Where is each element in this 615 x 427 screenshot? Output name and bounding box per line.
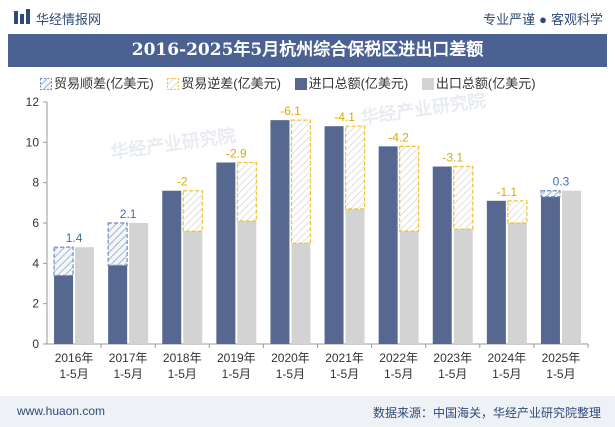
balance-label: -6.1 xyxy=(280,104,301,118)
surplus-box xyxy=(107,222,128,266)
x-tick-label: 1-5月 xyxy=(222,367,251,381)
deficit-box xyxy=(182,190,203,232)
footer: www.huaon.com 数据来源：中国海关，华经产业研究院整理 xyxy=(0,396,615,427)
y-tick-label: 6 xyxy=(32,216,39,230)
export-bar xyxy=(561,190,581,344)
deficit-box xyxy=(453,165,474,230)
logo-icon xyxy=(14,9,30,24)
surplus-box xyxy=(540,190,561,198)
deficit-box xyxy=(399,145,420,232)
import-bar xyxy=(540,196,560,344)
export-bar xyxy=(291,243,311,344)
x-tick-label: 2024年 xyxy=(487,351,526,365)
x-tick-label: 1-5月 xyxy=(330,367,359,381)
import-bar xyxy=(162,190,182,344)
brand-name: 华经情报网 xyxy=(36,12,102,27)
export-bar xyxy=(345,208,365,344)
legend-deficit-swatch xyxy=(167,78,180,90)
legend-import-swatch xyxy=(294,78,307,90)
export-bar xyxy=(237,220,257,344)
deficit-box xyxy=(290,119,312,244)
chart-area: 0 2 4 6 8 10 12 1.4 2016年 1-5月 2.1 2017年 1-5月 -2 2018年… xyxy=(26,95,589,381)
export-bar xyxy=(399,231,419,344)
balance-label: -4.1 xyxy=(334,110,355,124)
tagline-right: 客观科学 xyxy=(550,12,603,27)
x-tick-label: 2022年 xyxy=(379,351,418,365)
deficit-box xyxy=(236,161,257,222)
legend-export: 出口总额(亿美元) xyxy=(421,73,536,92)
x-tick-label: 2020年 xyxy=(271,351,310,365)
footer-source: 数据来源：中国海关，华经产业研究院整理 xyxy=(372,406,601,420)
y-tick-label: 10 xyxy=(26,135,40,149)
x-tick-label: 2019年 xyxy=(217,351,256,365)
legend-import-label: 进口总额(亿美元) xyxy=(308,76,409,91)
balance-label: -1.1 xyxy=(497,185,518,199)
legend-deficit: 贸易逆差(亿美元) xyxy=(167,73,281,92)
x-tick-label: 1-5月 xyxy=(113,367,142,381)
y-tick-label: 2 xyxy=(32,297,39,311)
balance-label: -2 xyxy=(177,175,188,189)
import-bar xyxy=(270,120,290,345)
legend-surplus-swatch xyxy=(40,78,52,90)
import-bar xyxy=(378,146,398,344)
x-tick-label: 2017年 xyxy=(109,351,148,365)
deficit-box xyxy=(344,125,366,210)
export-bar xyxy=(183,231,203,344)
footer-url[interactable]: www.huaon.com xyxy=(17,404,106,418)
import-bar xyxy=(54,275,74,344)
x-tick-label: 2016年 xyxy=(55,351,94,365)
x-tick-label: 1-5月 xyxy=(546,367,575,381)
legend: 贸易顺差(亿美元) 贸易逆差(亿美元) 进口总额(亿美元) 出口总额(亿美元) xyxy=(40,73,546,93)
balance-label: -2.9 xyxy=(226,147,247,161)
import-bar xyxy=(432,166,452,344)
y-tick-label: 4 xyxy=(32,256,39,270)
balance-label: -4.2 xyxy=(388,130,409,144)
export-bar xyxy=(507,223,527,344)
dot-icon: ● xyxy=(539,12,547,27)
balance-label: 2.1 xyxy=(120,207,137,221)
import-bar xyxy=(324,126,344,344)
x-tick-label: 1-5月 xyxy=(276,367,305,381)
surplus-box xyxy=(53,246,74,277)
x-tick-label: 1-5月 xyxy=(438,367,467,381)
import-bar xyxy=(108,265,128,344)
x-tick-label: 2025年 xyxy=(542,351,581,365)
import-bar xyxy=(216,162,236,344)
x-tick-label: 2023年 xyxy=(433,351,472,365)
balance-label: 1.4 xyxy=(66,231,83,245)
tagline-left: 专业严谨 xyxy=(483,12,536,27)
legend-deficit-label: 贸易逆差(亿美元) xyxy=(181,76,281,91)
legend-surplus: 贸易顺差(亿美元) xyxy=(40,73,154,92)
top-bar: 华经情报网 专业严谨 ● 客观科学 xyxy=(0,0,615,34)
x-tick-label: 1-5月 xyxy=(492,367,521,381)
import-bar xyxy=(486,200,506,344)
legend-export-label: 出口总额(亿美元) xyxy=(435,76,536,91)
chart-title: 2016-2025年5月杭州综合保税区进出口差额 xyxy=(8,34,607,67)
x-tick-label: 1-5月 xyxy=(168,367,197,381)
legend-import: 进口总额(亿美元) xyxy=(294,73,409,92)
balance-label: 0.3 xyxy=(553,175,570,189)
y-tick-label: 0 xyxy=(32,337,39,351)
tagline: 专业严谨 ● 客观科学 xyxy=(483,9,603,28)
x-tick-label: 2021年 xyxy=(325,351,364,365)
legend-export-swatch xyxy=(421,78,434,90)
x-tick-label: 1-5月 xyxy=(59,367,88,381)
legend-surplus-label: 贸易顺差(亿美元) xyxy=(54,76,154,91)
export-bar xyxy=(75,247,95,344)
deficit-box xyxy=(507,200,528,224)
x-tick-label: 2018年 xyxy=(163,351,202,365)
y-tick-label: 12 xyxy=(26,95,40,109)
y-tick-label: 8 xyxy=(32,176,39,190)
x-tick-label: 1-5月 xyxy=(384,367,413,381)
export-bar xyxy=(453,229,473,344)
export-bar xyxy=(129,223,149,344)
balance-label: -3.1 xyxy=(442,151,463,165)
